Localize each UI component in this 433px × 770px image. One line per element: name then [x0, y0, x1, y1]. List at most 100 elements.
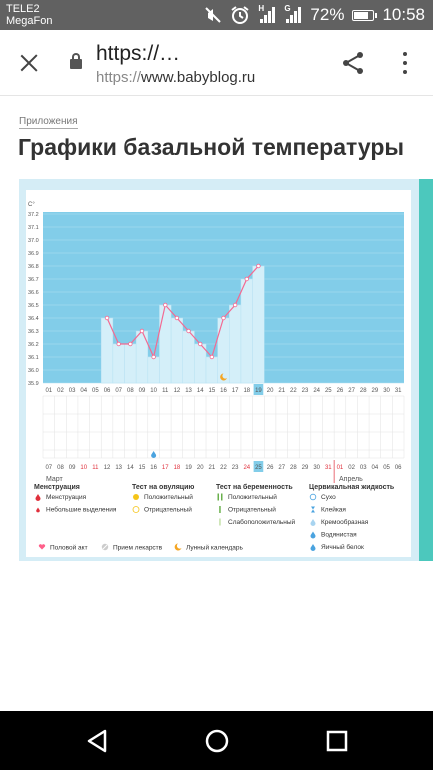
navigation-bar: [0, 711, 433, 770]
y-tick-label: 36.9: [28, 251, 39, 257]
pregnancy-positive-icon: [217, 493, 219, 501]
spotting-icon: [36, 507, 40, 513]
watery-icon: [310, 531, 316, 539]
carrier-1: TELE2: [6, 3, 40, 15]
url-host: www.babyblog.ru: [141, 69, 256, 86]
status-bar: TELE2 MegaFon H G 72% 10:58: [0, 0, 433, 30]
sticky-icon: [311, 506, 315, 513]
cycle-day-label: 16: [220, 388, 227, 394]
battery-percent: 72%: [310, 5, 345, 24]
temp-point: [151, 354, 156, 360]
share-icon[interactable]: [341, 51, 365, 75]
cycle-day-label: 01: [45, 388, 52, 394]
date-label: 16: [150, 465, 157, 471]
cycle-day-label: 23: [302, 388, 309, 394]
back-icon[interactable]: [86, 729, 108, 753]
legend-item: Слабоположительный: [228, 518, 296, 526]
y-tick-label: 36.6: [28, 290, 39, 296]
legend-title: Тест на беременность: [216, 483, 293, 491]
creamy-icon: [310, 519, 316, 526]
side-scroll-strip[interactable]: [419, 179, 433, 561]
home-icon[interactable]: [205, 729, 229, 753]
cycle-day-label: 03: [69, 388, 76, 394]
date-label: 23: [232, 465, 239, 471]
date-label: 09: [69, 465, 76, 471]
y-tick-label: 37.1: [28, 225, 39, 231]
cycle-day-label: 24: [313, 388, 320, 394]
cycle-day-label: 02: [57, 388, 64, 394]
ovulation-positive-icon: [133, 494, 139, 500]
date-label: 31: [325, 465, 332, 471]
lock-icon[interactable]: [70, 53, 82, 69]
temp-bar: [205, 356, 218, 384]
temp-point: [128, 341, 133, 347]
cycle-day-label: 21: [278, 388, 285, 394]
legend-item: Кремообразная: [321, 518, 369, 526]
cycle-day-label: 10: [150, 388, 157, 394]
legend-item: Небольшие выделения: [46, 506, 117, 514]
heart-icon: [38, 544, 46, 550]
y-tick-label: 36.1: [28, 355, 39, 361]
browser-toolbar: https://… https://www.babyblog.ru: [0, 30, 433, 96]
fluid-drop-icon: [151, 451, 157, 458]
cycle-day-label: 27: [348, 388, 355, 394]
date-label: 28: [290, 465, 297, 471]
network-2-label: G: [284, 4, 291, 13]
date-label: 07: [45, 465, 52, 471]
more-menu-icon[interactable]: [402, 52, 408, 74]
legend-item: Положительный: [144, 493, 193, 501]
temp-point: [139, 328, 145, 334]
y-axis-label: C°: [28, 202, 35, 208]
breadcrumb[interactable]: Приложения: [19, 116, 78, 129]
highlight-date-box: [253, 461, 264, 472]
cycle-day-label: 20: [267, 388, 274, 394]
y-tick-label: 37.2: [28, 212, 39, 218]
url-address[interactable]: https://www.babyblog.ru: [96, 69, 255, 86]
date-label: 14: [127, 465, 134, 471]
watery-icon: [310, 544, 316, 551]
cycle-day-label: 14: [197, 388, 204, 394]
temp-bar: [182, 330, 195, 384]
date-label: 20: [197, 465, 204, 471]
cycle-day-labels: 01 02 03 04 05 06 07 08 09 10 11 12 13 14 15 16 17 18 19 20…: [45, 384, 402, 395]
pregnancy-weak-icon: [219, 518, 221, 526]
y-tick-label: 36.3: [28, 329, 39, 335]
y-tick-label: 36.4: [28, 316, 39, 322]
legend-extra-item: Прием лекарств: [113, 545, 163, 552]
url-title[interactable]: https://…: [96, 42, 181, 65]
cycle-day-label: 13: [185, 388, 192, 394]
alarm-icon: [231, 6, 250, 24]
y-tick-label: 36.5: [28, 303, 39, 309]
temp-bar: [159, 304, 172, 384]
temp-point: [186, 328, 191, 334]
temp-bar: [124, 343, 137, 384]
month-label-1: Март: [46, 476, 64, 483]
close-icon[interactable]: [18, 52, 40, 74]
cycle-day-label: 29: [372, 388, 379, 394]
y-tick-label: 35.9: [28, 381, 39, 387]
legend-title: Менструация: [34, 484, 80, 491]
cycle-day-label: 04: [80, 388, 87, 394]
legend-item: Менструация: [46, 494, 87, 501]
date-label: 29: [302, 465, 309, 471]
temp-bar: [112, 343, 125, 384]
temp-point: [221, 315, 226, 321]
y-tick-label: 36.8: [28, 264, 39, 270]
y-tick-label: 36.2: [28, 342, 39, 348]
pregnancy-negative-icon: [219, 506, 221, 513]
signal-2-icon: G: [284, 4, 302, 23]
temp-point: [163, 302, 168, 308]
menstruation-icon: [35, 494, 41, 501]
temp-line: [106, 265, 259, 359]
page-title: Графики базальной температуры: [18, 134, 405, 160]
date-label: 01: [337, 465, 344, 471]
temp-point: [174, 315, 180, 321]
legend-extra-item: Лунный календарь: [186, 544, 243, 552]
temperature-line: [106, 265, 259, 359]
date-label: 21: [209, 465, 216, 471]
recent-apps-icon[interactable]: [326, 730, 348, 752]
temp-bar: [229, 304, 242, 384]
battery-icon: [352, 9, 378, 21]
temp-point: [244, 276, 249, 282]
